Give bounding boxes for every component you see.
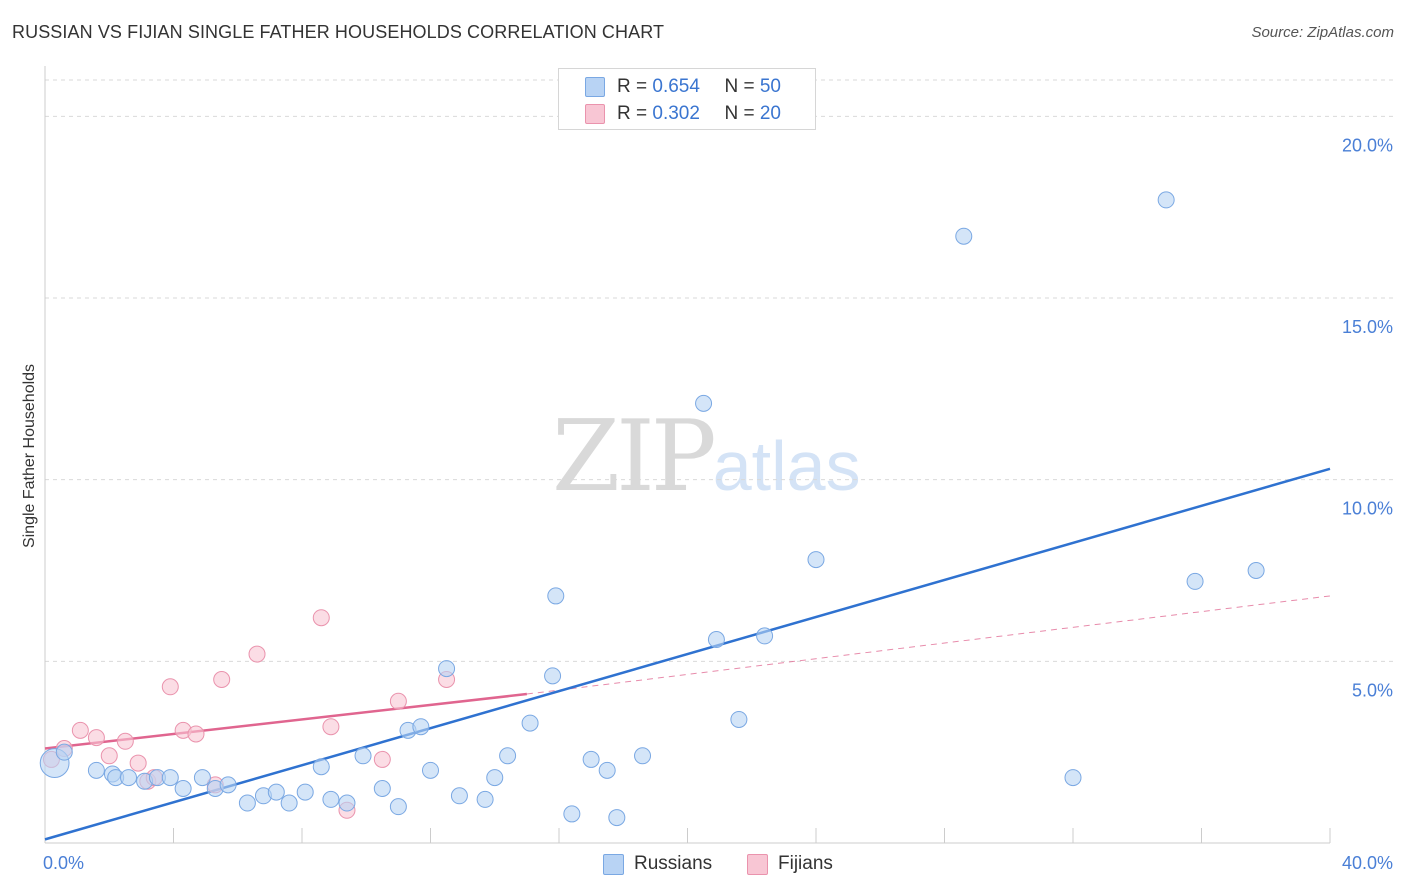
point-russians bbox=[955, 227, 973, 245]
legend-r-value: 0.654 bbox=[652, 76, 700, 97]
tick-label-layer: 5.0% 10.0% 15.0% 20.0% 0.0% 40.0% bbox=[43, 135, 1393, 873]
point-russians bbox=[807, 551, 825, 569]
point-russians bbox=[438, 660, 456, 678]
point-fijians bbox=[213, 671, 231, 688]
point-russians bbox=[87, 761, 105, 779]
point-russians bbox=[1064, 769, 1082, 787]
point-russians bbox=[563, 805, 581, 823]
legend-r-label: R = bbox=[617, 76, 653, 97]
point-russians bbox=[521, 714, 539, 732]
point-russians bbox=[450, 787, 468, 805]
chart-title: RUSSIAN VS FIJIAN SINGLE FATHER HOUSEHOL… bbox=[12, 22, 665, 42]
point-russians bbox=[238, 794, 256, 812]
point-russians bbox=[634, 747, 652, 765]
point-fijians bbox=[129, 754, 147, 772]
axis-layer bbox=[44, 66, 1331, 844]
point-russians bbox=[695, 394, 713, 412]
point-russians bbox=[608, 809, 626, 827]
legend-n-label: N = bbox=[724, 103, 760, 124]
bottom-legend-swatch-russians bbox=[603, 854, 624, 875]
correlation-legend: R = 0.654 N = 50 R = 0.302 N = 20 bbox=[558, 68, 816, 130]
legend-n-label: N = bbox=[724, 76, 760, 97]
point-russians bbox=[582, 750, 600, 768]
point-russians bbox=[476, 790, 494, 808]
point-russians bbox=[219, 776, 237, 794]
point-russians bbox=[499, 747, 517, 765]
point-russians bbox=[1247, 562, 1265, 579]
point-fijians bbox=[116, 732, 134, 750]
points-layer bbox=[39, 191, 1265, 827]
legend-swatch-fijians bbox=[585, 104, 605, 124]
point-russians bbox=[280, 794, 298, 812]
point-fijians bbox=[373, 750, 391, 768]
x-tick-label-max: 40.0% bbox=[1342, 853, 1393, 873]
point-russians bbox=[338, 794, 356, 812]
legend-text-russians: R = 0.654 N = 50 bbox=[617, 76, 781, 98]
point-russians bbox=[389, 798, 407, 816]
legend-text-fijians: R = 0.302 N = 20 bbox=[617, 103, 781, 125]
legend-n-value: 50 bbox=[759, 76, 781, 97]
point-russians bbox=[544, 667, 562, 685]
point-fijians bbox=[161, 678, 179, 696]
point-fijians bbox=[312, 609, 330, 627]
point-russians bbox=[120, 769, 138, 787]
bottom-legend-swatch-fijians bbox=[747, 854, 768, 875]
y-tick-label: 10.0% bbox=[1342, 499, 1393, 519]
point-russians bbox=[312, 758, 330, 776]
point-russians bbox=[296, 783, 314, 801]
legend-r-label: R = bbox=[617, 103, 653, 124]
point-russians bbox=[354, 747, 372, 765]
point-russians bbox=[161, 769, 179, 787]
x-tick-label-min: 0.0% bbox=[43, 853, 84, 873]
point-russians bbox=[598, 761, 616, 779]
point-russians bbox=[55, 743, 73, 761]
point-russians bbox=[193, 769, 211, 787]
bottom-legend-label-russians: Russians bbox=[634, 853, 713, 874]
point-russians bbox=[322, 790, 340, 808]
source-label: Source: ZipAtlas.com bbox=[1251, 24, 1394, 41]
point-fijians bbox=[389, 692, 407, 710]
point-fijians bbox=[100, 747, 118, 765]
point-fijians bbox=[248, 645, 266, 663]
y-tick-label: 20.0% bbox=[1342, 135, 1393, 155]
trendline-russians bbox=[44, 467, 1331, 841]
point-russians bbox=[486, 769, 504, 787]
point-russians bbox=[547, 587, 565, 605]
point-russians bbox=[412, 718, 430, 736]
point-fijians bbox=[71, 721, 89, 739]
legend-n-value: 20 bbox=[759, 103, 781, 124]
bottom-legend-label-fijians: Fijians bbox=[778, 853, 833, 874]
y-tick-label: 5.0% bbox=[1352, 680, 1393, 700]
point-russians bbox=[756, 627, 774, 645]
watermark: ZIPatlas bbox=[552, 400, 861, 514]
point-fijians bbox=[187, 725, 205, 743]
point-fijians bbox=[322, 718, 340, 736]
point-fijians bbox=[87, 729, 105, 747]
point-russians bbox=[1157, 191, 1175, 209]
watermark-atlas: atlas bbox=[712, 427, 861, 505]
point-russians bbox=[373, 780, 391, 797]
point-russians bbox=[267, 783, 285, 801]
trend-layer bbox=[44, 467, 1331, 841]
trendline-ext-fijians bbox=[526, 595, 1331, 695]
watermark-zip: ZIP bbox=[552, 400, 717, 514]
point-russians bbox=[422, 761, 439, 779]
legend-swatch-russians bbox=[585, 77, 605, 97]
legend-r-value: 0.302 bbox=[652, 103, 700, 124]
point-russians bbox=[174, 780, 192, 797]
y-tick-label: 15.0% bbox=[1342, 317, 1393, 337]
point-russians bbox=[707, 631, 725, 649]
point-russians bbox=[730, 710, 748, 728]
point-russians bbox=[1186, 572, 1204, 590]
